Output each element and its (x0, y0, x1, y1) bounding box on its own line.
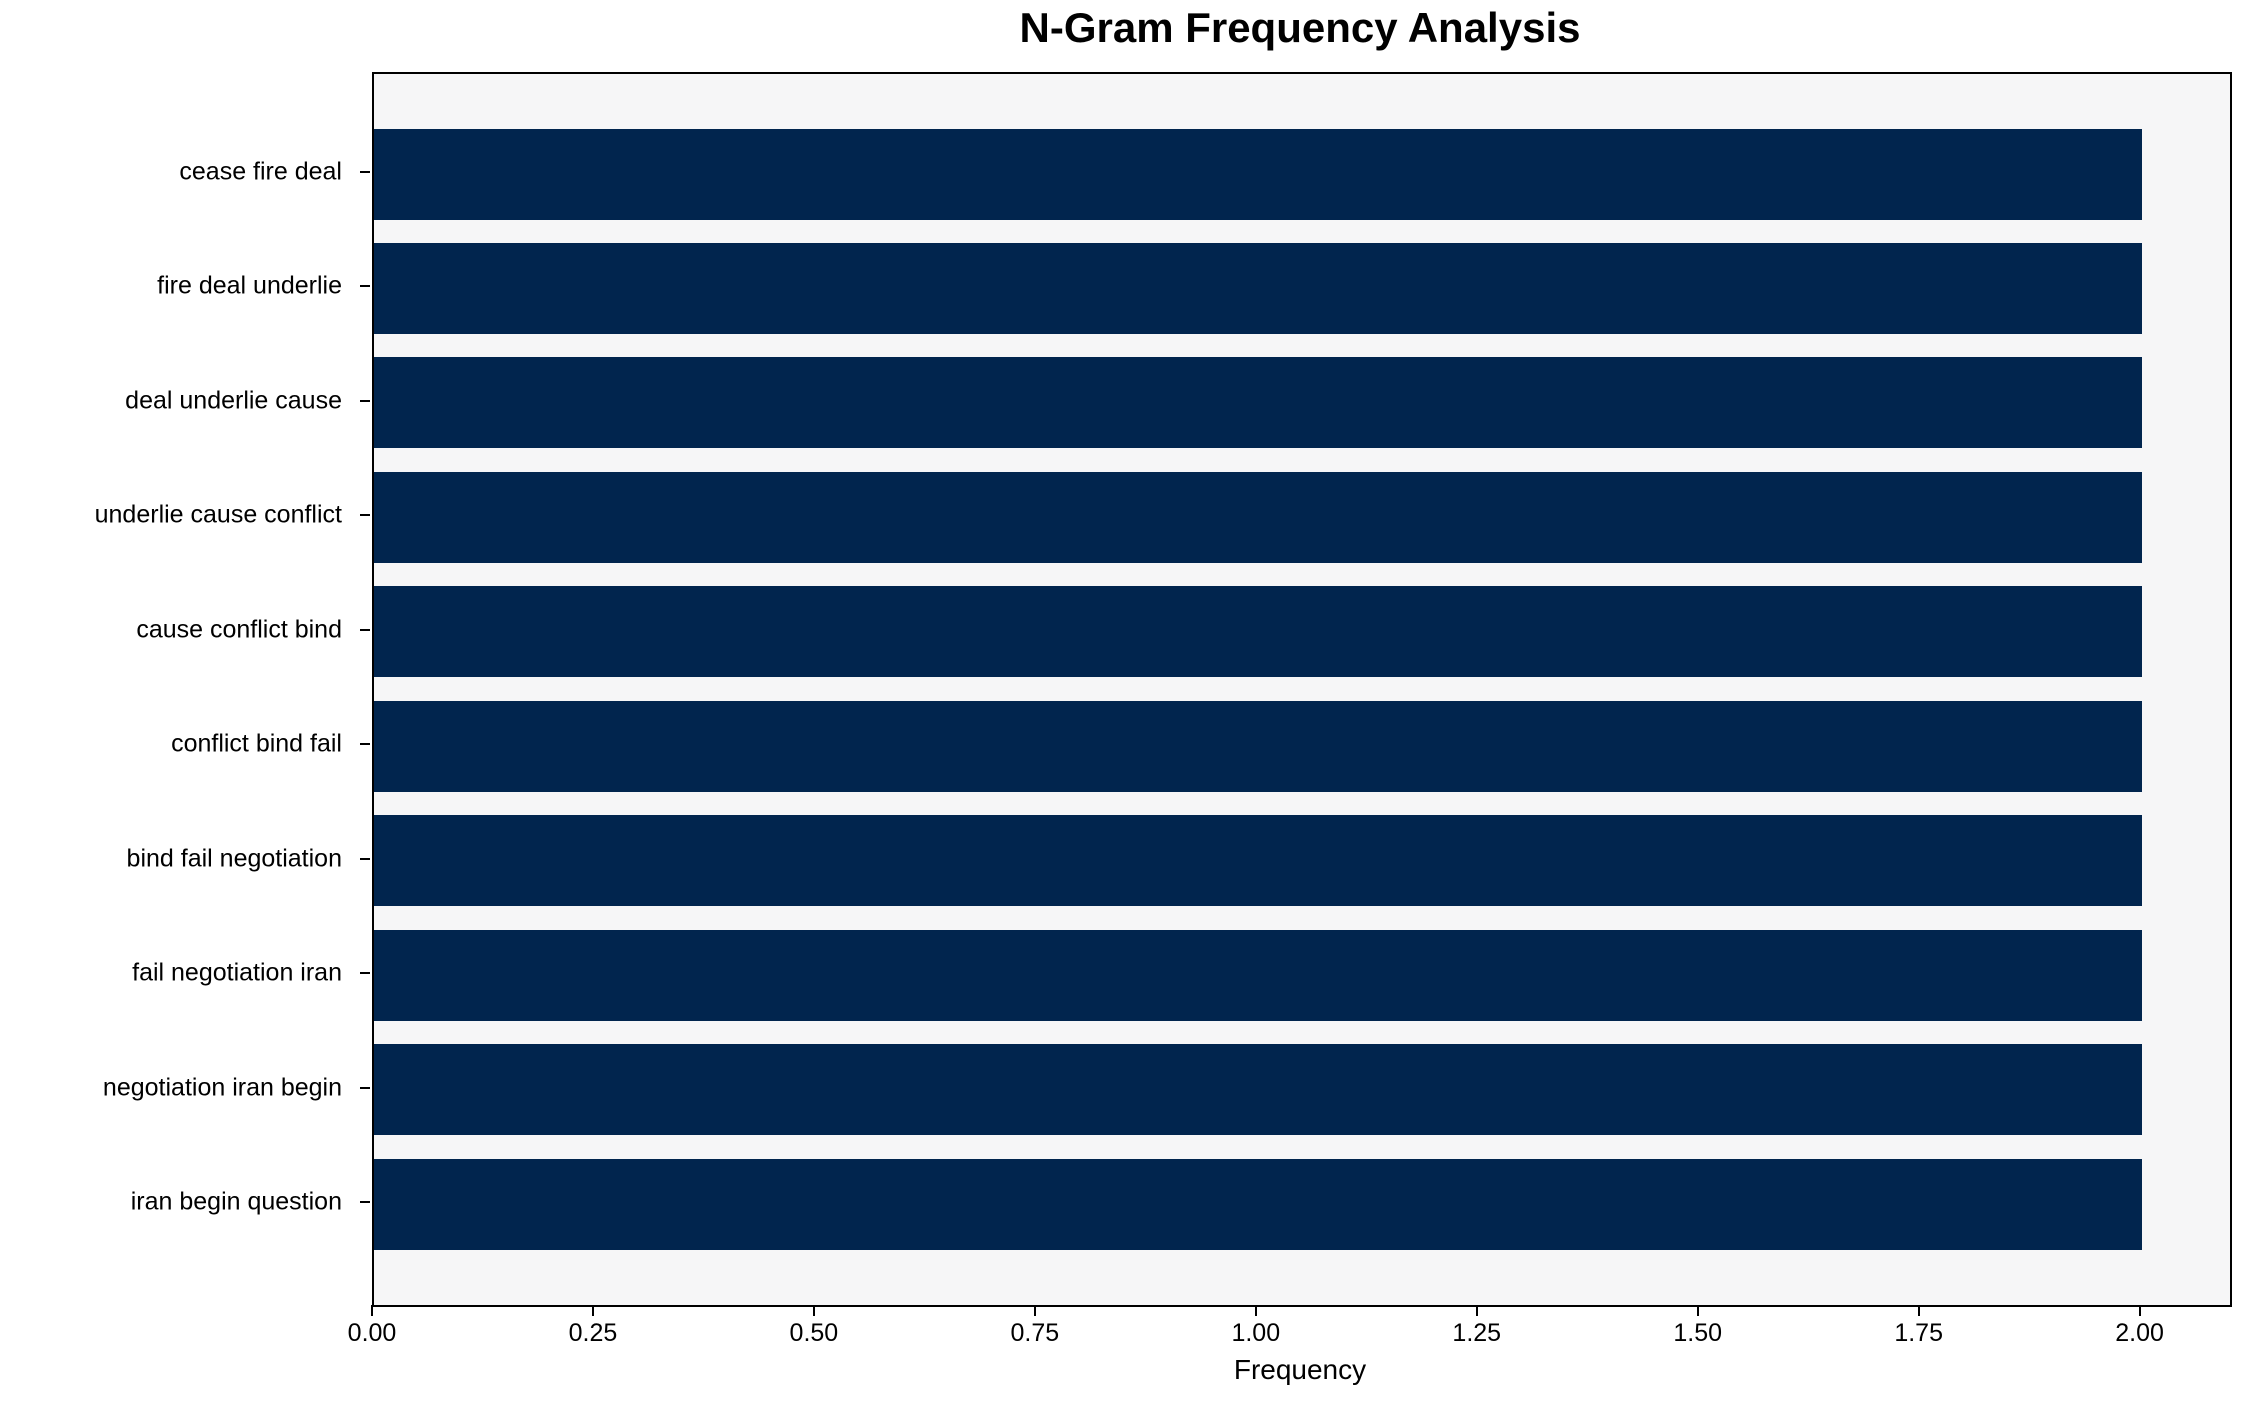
y-axis: cease fire deal fire deal underlie deal un… (0, 72, 372, 1303)
chart-title: N-Gram Frequency Analysis (1019, 4, 1581, 51)
y-tick-mark (360, 399, 370, 402)
x-tick-mark (1917, 1305, 1920, 1316)
y-tick-label: fire deal underlie (157, 271, 342, 300)
y-tick-label: iran begin question (130, 1187, 342, 1216)
bar (374, 128, 2142, 220)
y-tick-label: fail negotiation iran (132, 958, 342, 987)
x-tick-mark (1475, 1305, 1478, 1316)
y-tick-label: cease fire deal (179, 157, 342, 186)
x-tick-label: 0.00 (347, 1319, 397, 1347)
y-tick-label: underlie cause conflict (94, 500, 342, 529)
x-tick-label: 1.25 (1452, 1319, 1502, 1347)
x-axis: 0.00 0.25 0.50 0.75 1.00 1.25 1.50 1.75 2.00 (348, 1305, 2228, 1375)
y-tick-mark (360, 171, 370, 173)
y-tick-mark (360, 1201, 370, 1203)
plot-area (372, 72, 2232, 1307)
y-tick-label: cause conflict bind (136, 615, 342, 644)
bar (374, 471, 2142, 563)
x-tick-label: 0.50 (789, 1319, 839, 1347)
x-tick-mark (1696, 1305, 1699, 1316)
x-tick-mark (2138, 1305, 2141, 1316)
x-tick-mark (591, 1305, 594, 1316)
x-tick-label: 0.75 (1010, 1319, 1060, 1347)
x-axis-label: Frequency (1233, 1354, 1367, 1385)
x-tick-mark (812, 1305, 815, 1316)
y-tick-label: negotiation iran begin (102, 1073, 342, 1102)
bar (374, 1158, 2142, 1250)
y-tick-label: conflict bind fail (171, 729, 342, 758)
y-tick-mark (360, 514, 370, 517)
x-tick-label: 1.00 (1231, 1319, 1281, 1347)
bar (374, 815, 2142, 907)
y-tick-label: bind fail negotiation (126, 844, 342, 873)
x-tick-mark (371, 1305, 373, 1316)
x-tick-mark (1033, 1305, 1036, 1316)
y-tick-mark (360, 972, 370, 975)
y-tick-label: deal underlie cause (125, 386, 342, 415)
y-tick-mark (360, 857, 370, 860)
bar (374, 1044, 2142, 1136)
bar (374, 357, 2142, 449)
bar (374, 700, 2142, 792)
x-tick-label: 2.00 (2115, 1319, 2164, 1347)
bar (374, 929, 2142, 1021)
x-tick-label: 1.75 (1894, 1319, 1943, 1347)
x-tick-label: 1.50 (1673, 1319, 1723, 1347)
x-tick-mark (1254, 1305, 1257, 1316)
y-tick-mark (360, 628, 370, 631)
y-tick-mark (360, 1086, 370, 1089)
y-tick-mark (360, 743, 370, 746)
x-tick-label: 0.25 (568, 1319, 618, 1347)
y-tick-mark (360, 285, 370, 288)
bar (374, 586, 2142, 678)
bar (374, 242, 2142, 334)
